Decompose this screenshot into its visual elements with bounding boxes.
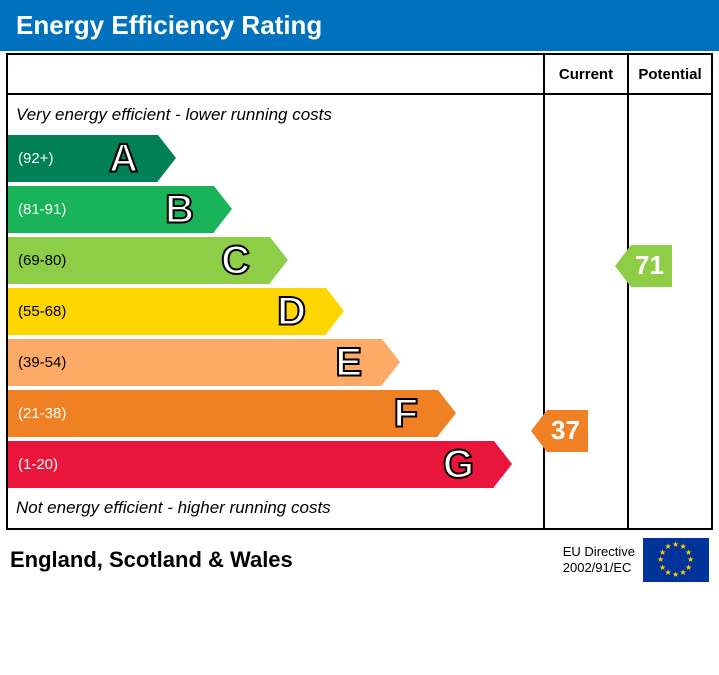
band-bar-a: (92+) A [8, 135, 158, 182]
band-range-label: (69-80) [8, 252, 66, 269]
directive-block: EU Directive 2002/91/EC ★★★★★★★★★★★★ [563, 538, 709, 582]
eu-star-icon: ★ [672, 570, 679, 579]
band-range-label: (1-20) [8, 456, 58, 473]
directive-text: EU Directive 2002/91/EC [563, 544, 635, 575]
header-current: Current [543, 55, 627, 93]
band-bar-g: (1-20) G [8, 441, 494, 488]
band-letter: C [221, 238, 250, 283]
band-letter: G [443, 442, 474, 487]
directive-line1: EU Directive [563, 544, 635, 560]
potential-column: 71 [627, 95, 711, 528]
band-letter: B [165, 187, 194, 232]
band-bar-e: (39-54) E [8, 339, 382, 386]
band-range-label: (81-91) [8, 201, 66, 218]
band-letter: F [394, 391, 418, 436]
band-letter: A [109, 136, 138, 181]
potential-value: 71 [631, 245, 672, 287]
eu-star-icon: ★ [680, 568, 687, 577]
chart-rows: Very energy efficient - lower running co… [8, 95, 711, 528]
directive-line2: 2002/91/EC [563, 560, 635, 576]
band-range-label: (21-38) [8, 405, 66, 422]
current-pointer: 37 [531, 410, 588, 452]
band-bar-b: (81-91) B [8, 186, 214, 233]
column-header-row: Current Potential [8, 55, 711, 95]
band-letter: D [277, 289, 306, 334]
footer-row: England, Scotland & Wales EU Directive 2… [0, 530, 719, 590]
pointer-arrow-icon [531, 410, 547, 452]
bottom-caption: Not energy efficient - higher running co… [8, 492, 543, 524]
band-bar-c: (69-80) C [8, 237, 270, 284]
band-bar-f: (21-38) F [8, 390, 438, 437]
band-range-label: (55-68) [8, 303, 66, 320]
band-range-label: (39-54) [8, 354, 66, 371]
potential-pointer: 71 [615, 245, 672, 287]
band-letter: E [335, 340, 362, 385]
chart-body: Current Potential Very energy efficient … [6, 53, 713, 530]
region-label: England, Scotland & Wales [10, 547, 293, 573]
current-value: 37 [547, 410, 588, 452]
eu-star-icon: ★ [665, 542, 672, 551]
epc-chart: Energy Efficiency Rating Current Potenti… [0, 0, 719, 675]
current-column: 37 [543, 95, 627, 528]
header-spacer [8, 55, 543, 93]
pointer-arrow-icon [615, 245, 631, 287]
band-bar-d: (55-68) D [8, 288, 326, 335]
header-potential: Potential [627, 55, 711, 93]
top-caption: Very energy efficient - lower running co… [8, 99, 543, 131]
bands-column: Very energy efficient - lower running co… [8, 95, 543, 528]
chart-title: Energy Efficiency Rating [0, 0, 719, 51]
band-range-label: (92+) [8, 150, 53, 167]
eu-star-icon: ★ [672, 540, 679, 549]
eu-flag-icon: ★★★★★★★★★★★★ [643, 538, 709, 582]
